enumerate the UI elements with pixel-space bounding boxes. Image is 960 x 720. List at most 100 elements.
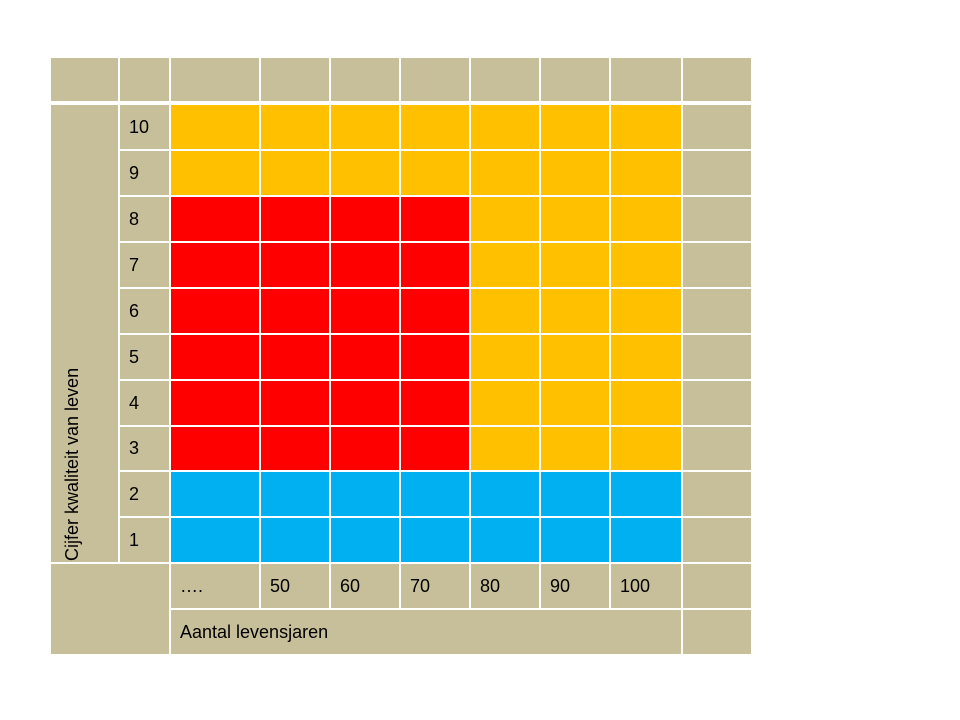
color-cell [470,517,540,563]
blank-cell [682,563,752,609]
color-cell [330,104,400,150]
x-label: 80 [470,563,540,609]
color-cell [330,288,400,334]
color-cell [330,517,400,563]
color-cell [260,104,330,150]
color-cell [400,426,470,471]
color-cell [330,150,400,196]
color-cell [400,517,470,563]
color-cell [540,471,610,517]
color-cell [170,334,260,380]
color-cell [540,288,610,334]
color-cell [610,334,682,380]
color-cell [470,104,540,150]
color-cell [170,471,260,517]
x-label: 60 [330,563,400,609]
color-cell [540,517,610,563]
header-cell [610,57,682,102]
color-cell [610,380,682,426]
color-cell [170,517,260,563]
color-cell [610,104,682,150]
color-cell [330,380,400,426]
blank-cell [682,288,752,334]
color-cell [610,517,682,563]
color-cell [330,471,400,517]
color-cell [540,196,610,242]
row-label: 8 [119,196,170,242]
color-cell [470,426,540,471]
color-cell [400,104,470,150]
header-cell [260,57,330,102]
color-cell [260,334,330,380]
row-label: 9 [119,150,170,196]
color-cell [610,471,682,517]
color-cell [540,104,610,150]
color-cell [170,242,260,288]
color-cell [260,380,330,426]
x-label: 50 [260,563,330,609]
row-label: 1 [119,517,170,563]
row-label: 4 [119,380,170,426]
blank-cell [682,242,752,288]
color-cell [260,150,330,196]
color-cell [170,150,260,196]
row-label: 6 [119,288,170,334]
header-cell [330,57,400,102]
header-cell [470,57,540,102]
color-cell [330,334,400,380]
x-label: 70 [400,563,470,609]
color-cell [540,426,610,471]
blank-cell [682,150,752,196]
color-cell [470,150,540,196]
color-cell [610,288,682,334]
blank-cell [682,104,752,150]
row-label: 5 [119,334,170,380]
color-cell [470,334,540,380]
color-cell [170,426,260,471]
color-cell [610,196,682,242]
color-cell [400,380,470,426]
header-cell [119,57,170,102]
color-cell [400,288,470,334]
header-cell [682,57,752,102]
header-cell [170,57,260,102]
color-cell [540,380,610,426]
row-label: 2 [119,471,170,517]
header-separator [50,101,752,105]
x-label: …. [170,563,260,609]
header-cell [540,57,610,102]
color-cell [470,242,540,288]
color-cell [540,150,610,196]
blank-cell [682,380,752,426]
color-cell [470,288,540,334]
blank-cell [682,517,752,563]
color-cell [540,242,610,288]
color-cell [400,150,470,196]
color-cell [170,288,260,334]
color-cell [260,242,330,288]
color-cell [400,334,470,380]
row-label: 3 [119,426,170,471]
blank-cell [682,471,752,517]
blank-cell [682,426,752,471]
color-cell [260,288,330,334]
x-axis-title: Aantal levensjaren [170,609,682,655]
x-label: 100 [610,563,682,609]
color-cell [260,471,330,517]
color-cell [540,334,610,380]
color-cell [260,196,330,242]
color-cell [400,471,470,517]
x-label: 90 [540,563,610,609]
color-cell [170,380,260,426]
color-cell [610,242,682,288]
corner-cell [50,563,170,655]
color-cell [400,196,470,242]
color-cell [400,242,470,288]
blank-cell [682,196,752,242]
row-label: 10 [119,104,170,150]
color-cell [470,471,540,517]
row-label: 7 [119,242,170,288]
color-cell [470,196,540,242]
blank-cell [682,609,752,655]
color-cell [170,196,260,242]
